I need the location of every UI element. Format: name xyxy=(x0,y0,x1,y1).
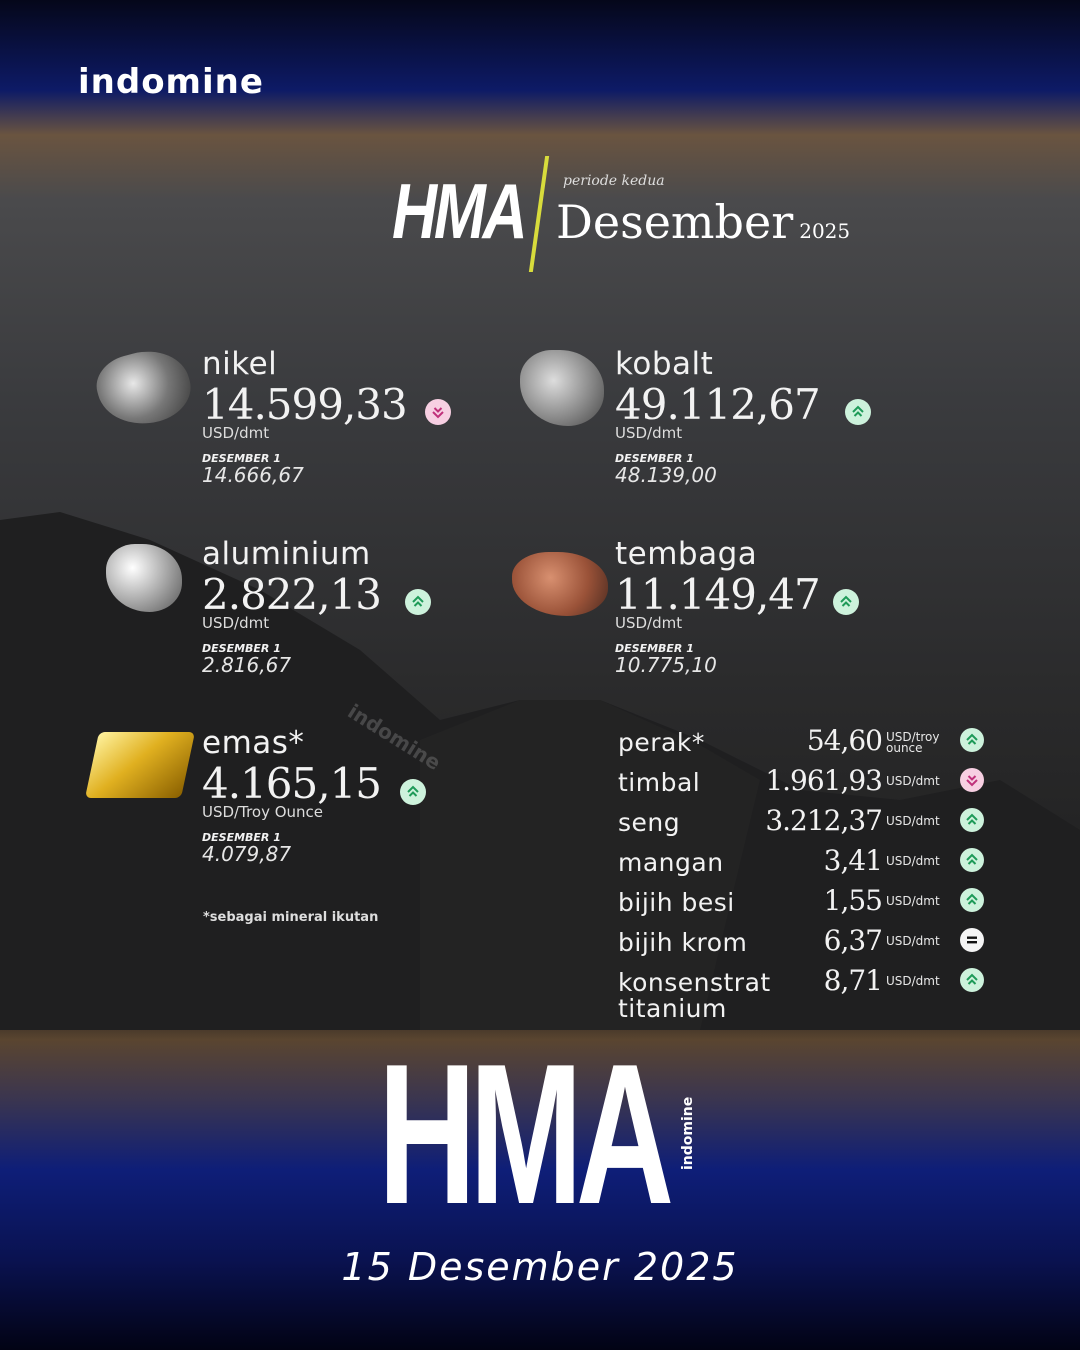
mineral-name: seng xyxy=(618,808,681,837)
trend-up-icon xyxy=(405,589,431,615)
mineral-name: timbal xyxy=(618,768,701,797)
period-label: periode kedua xyxy=(563,173,665,189)
list-item: bijih krom 6,37 USD/dmt xyxy=(618,924,988,966)
list-item: perak* 54,60 USD/troy ounce xyxy=(618,724,988,766)
footnote: *sebagai mineral ikutan xyxy=(203,910,379,925)
previous-price: 2.816,67 xyxy=(202,653,292,677)
mineral-price: 8,71 xyxy=(823,964,883,997)
mineral-unit: USD/Troy Ounce xyxy=(202,803,324,821)
trend-down-icon xyxy=(425,399,451,425)
previous-label: DESEMBER 1 xyxy=(615,642,694,655)
list-item: seng 3.212,37 USD/dmt xyxy=(618,804,988,846)
mineral-unit: USD/troy ounce xyxy=(886,730,940,755)
mineral-name: perak* xyxy=(618,728,705,757)
mineral-price: 2.822,13 xyxy=(202,570,382,619)
list-item: bijih besi 1,55 USD/dmt xyxy=(618,884,988,926)
period-year: 2025 xyxy=(799,219,851,243)
hma-footer-logo-sub: indomine xyxy=(680,1096,696,1170)
previous-price: 14.666,67 xyxy=(202,463,304,487)
mineral-price: 1,55 xyxy=(823,884,883,917)
mineral-tembaga: tembaga 11.149,47 USD/dmt DESEMBER 1 10.… xyxy=(615,536,821,677)
mineral-price: 4.165,15 xyxy=(202,759,382,808)
mineral-name: emas* xyxy=(202,725,305,761)
mineral-name: konsenstrat titanium xyxy=(618,968,771,1023)
mineral-name: bijih krom xyxy=(618,928,748,957)
gold-image xyxy=(84,732,196,798)
mineral-price: 11.149,47 xyxy=(615,570,821,619)
mineral-unit: USD/dmt xyxy=(615,614,683,632)
mineral-unit: USD/dmt xyxy=(886,974,940,988)
hma-title: HMA xyxy=(392,167,528,255)
trend-up-icon xyxy=(400,779,426,805)
mineral-unit: USD/dmt xyxy=(886,814,940,828)
list-item: timbal 1.961,93 USD/dmt xyxy=(618,764,988,806)
mineral-name: nikel xyxy=(202,346,278,382)
mineral-price: 3.212,37 xyxy=(765,804,883,837)
mineral-kobalt: kobalt 49.112,67 USD/dmt DESEMBER 1 48.1… xyxy=(615,346,821,487)
previous-label: DESEMBER 1 xyxy=(202,642,281,655)
mineral-unit: USD/dmt xyxy=(615,424,683,442)
trend-up-icon xyxy=(960,808,984,832)
mineral-unit: USD/dmt xyxy=(886,894,940,908)
trend-up-icon xyxy=(960,848,984,872)
mineral-emas: emas* 4.165,15 USD/Troy Ounce DESEMBER 1… xyxy=(202,725,382,866)
mineral-unit: USD/dmt xyxy=(886,854,940,868)
previous-label: DESEMBER 1 xyxy=(615,452,694,465)
mineral-aluminium: aluminium 2.822,13 USD/dmt DESEMBER 1 2.… xyxy=(202,536,382,677)
previous-price: 10.775,10 xyxy=(615,653,717,677)
mineral-unit: USD/dmt xyxy=(202,614,270,632)
mineral-price: 6,37 xyxy=(823,924,883,957)
cobalt-image xyxy=(520,350,604,426)
trend-up-icon xyxy=(960,888,984,912)
list-item: mangan 3,41 USD/dmt xyxy=(618,844,988,886)
period-month: Desember 2025 xyxy=(556,195,851,249)
mineral-price: 14.599,33 xyxy=(202,380,408,429)
list-item: konsenstrat titanium 8,71 USD/dmt xyxy=(618,964,988,1022)
mineral-price: 1.961,93 xyxy=(765,764,883,797)
publish-date: 15 Desember 2025 xyxy=(341,1245,739,1289)
previous-label: DESEMBER 1 xyxy=(202,831,281,844)
mineral-price: 3,41 xyxy=(823,844,883,877)
brand-logo: indomine xyxy=(78,62,264,102)
mineral-name: mangan xyxy=(618,848,724,877)
mineral-unit: USD/dmt xyxy=(886,774,940,788)
previous-price: 48.139,00 xyxy=(615,463,717,487)
copper-image xyxy=(512,552,608,616)
mineral-name: kobalt xyxy=(615,346,714,382)
mineral-name: aluminium xyxy=(202,536,371,572)
mineral-unit: USD/dmt xyxy=(202,424,270,442)
aluminium-image xyxy=(106,544,182,612)
mineral-name: tembaga xyxy=(615,536,758,572)
trend-down-icon xyxy=(960,768,984,792)
previous-label: DESEMBER 1 xyxy=(202,452,281,465)
mineral-unit: USD/dmt xyxy=(886,934,940,948)
trend-equal-icon xyxy=(960,928,984,952)
trend-up-icon xyxy=(960,728,984,752)
trend-up-icon xyxy=(833,589,859,615)
trend-up-icon xyxy=(960,968,984,992)
previous-price: 4.079,87 xyxy=(202,842,292,866)
mineral-name: bijih besi xyxy=(618,888,735,917)
trend-up-icon xyxy=(845,399,871,425)
mineral-nikel: nikel 14.599,33 USD/dmt DESEMBER 1 14.66… xyxy=(202,346,408,487)
mineral-price: 54,60 xyxy=(806,724,883,757)
hma-footer-logo: HMA xyxy=(378,1023,674,1246)
mineral-price: 49.112,67 xyxy=(615,380,821,429)
